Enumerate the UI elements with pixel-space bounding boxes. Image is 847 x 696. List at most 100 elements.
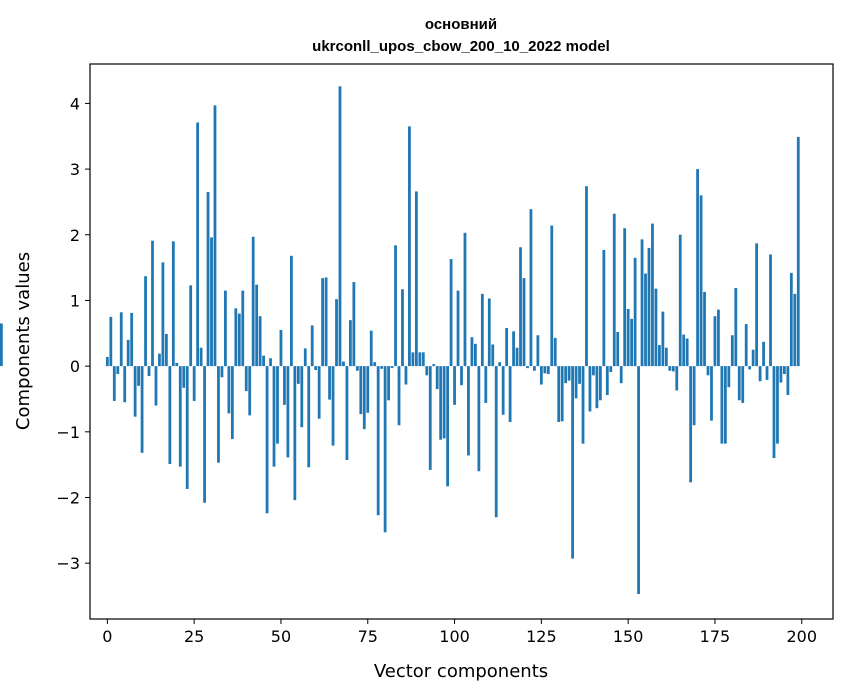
bar (310, 325, 314, 367)
bar (644, 273, 647, 367)
x-tick-label: 200 (786, 627, 817, 646)
bar (633, 257, 637, 367)
bar (783, 366, 786, 375)
bar (387, 366, 390, 401)
bar (675, 366, 679, 391)
bar (609, 366, 613, 373)
bar (661, 311, 665, 367)
bar (404, 366, 408, 385)
bar (397, 366, 401, 426)
bar (571, 366, 574, 559)
bar (574, 366, 578, 399)
bar (300, 366, 304, 428)
bar (432, 364, 436, 367)
bar (272, 366, 276, 467)
bar (109, 316, 113, 367)
bar (262, 355, 265, 367)
bar (671, 366, 675, 372)
bar (328, 366, 331, 400)
bar (331, 366, 335, 446)
bar (581, 366, 585, 444)
bar (637, 366, 640, 595)
bar (567, 366, 571, 381)
plot-frame (89, 63, 834, 620)
x-tick-label: 0 (102, 627, 112, 646)
bar (682, 334, 686, 367)
bar (623, 228, 627, 367)
bar (251, 236, 255, 367)
bar (206, 192, 210, 367)
bar (765, 366, 769, 380)
bar (234, 308, 238, 367)
bar (414, 191, 418, 367)
bar (192, 366, 196, 401)
bar (428, 366, 432, 470)
bar (564, 366, 568, 384)
bar (421, 352, 425, 367)
bar (501, 366, 505, 415)
bar (522, 278, 526, 367)
bar (491, 344, 495, 367)
bar (779, 366, 783, 383)
bar (164, 333, 168, 367)
bar (227, 366, 231, 414)
bar (467, 366, 470, 456)
bar (293, 366, 297, 501)
bar (359, 366, 363, 415)
bar (265, 366, 269, 514)
bar (369, 330, 373, 367)
bar (449, 259, 453, 367)
y-tick-label: −2 (56, 488, 80, 507)
bar (776, 366, 779, 444)
bar (678, 234, 682, 367)
bar (203, 366, 206, 503)
y-tick-label: −1 (56, 423, 80, 442)
bar (307, 366, 311, 468)
bar (158, 353, 161, 367)
bar (585, 186, 588, 367)
bar (303, 348, 307, 367)
bar (362, 366, 366, 430)
bar (592, 366, 595, 376)
bar (224, 290, 227, 367)
bar (654, 288, 658, 367)
y-axis: −3 −2 −1 0 1 2 3 4 (56, 94, 90, 573)
bar (578, 366, 581, 384)
bar (494, 366, 498, 518)
bar (296, 366, 300, 384)
bar (539, 366, 543, 385)
bar (147, 366, 151, 376)
bar (533, 366, 536, 371)
bar (171, 241, 175, 367)
bar (744, 324, 748, 367)
bar (536, 335, 540, 367)
bar (734, 287, 738, 367)
bar (484, 366, 488, 403)
x-tick-label: 75 (358, 627, 378, 646)
y-tick-label: 2 (70, 226, 80, 245)
bar (720, 366, 724, 444)
bar (105, 356, 109, 367)
bar (727, 366, 731, 388)
bar (508, 366, 512, 422)
bar (220, 366, 224, 378)
bar (112, 366, 116, 401)
bar (321, 278, 325, 367)
bar (137, 366, 140, 386)
bar (279, 330, 283, 367)
bar (658, 345, 661, 367)
bar (338, 86, 342, 367)
bar (383, 366, 387, 533)
bar (244, 366, 248, 392)
bar (394, 245, 397, 367)
bar (154, 366, 158, 406)
chart-title: основний (425, 16, 497, 33)
bar (418, 352, 422, 367)
y-tick-label: −3 (56, 554, 80, 573)
bar (723, 366, 727, 444)
bar (630, 318, 634, 367)
bar (696, 169, 699, 367)
bar (355, 366, 359, 371)
bar (710, 366, 713, 421)
